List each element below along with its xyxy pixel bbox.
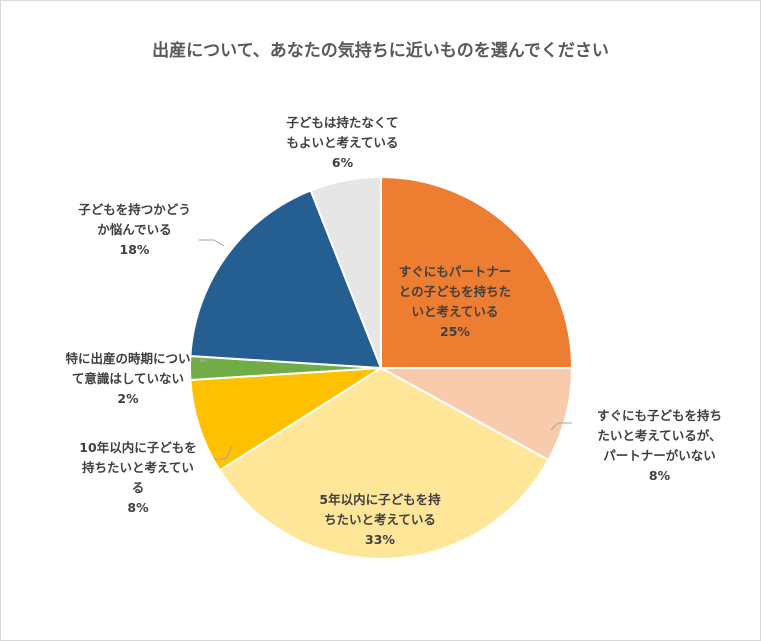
slice-4 [189, 367, 382, 472]
leader-line [199, 239, 225, 247]
slice-value-label: 25% [440, 324, 470, 339]
slice-label-line: 子どもは持たなくて [286, 115, 399, 130]
slice-label-line: たいと考えているが、 [597, 428, 722, 443]
slice-6 [189, 189, 383, 370]
slice-label-line: すぐにもパートナー [398, 264, 512, 279]
slice-label-line: もよいと考えている [286, 135, 399, 150]
slice-value-label: 33% [365, 532, 395, 547]
slice-label-line: 特に出産の時期につい [65, 351, 191, 366]
slice-value-label: 8% [648, 468, 671, 483]
slice-label: 5年以内に子どもを持 ちたいと考えている 33% [285, 490, 475, 550]
leader-line [550, 422, 572, 431]
slice-label-line: との子どもを持ちた [398, 284, 512, 299]
slice-label: 10年以内に子どもを 持ちたいと考えている 8% [58, 438, 218, 518]
slice-label-line: ちたいと考えている [324, 512, 436, 527]
slice-label-line: 10年以内に子どもを [79, 440, 197, 455]
slice-label-line: る [131, 480, 145, 495]
slice-7 [309, 175, 382, 369]
slice-label-line: パートナーがいない [603, 448, 716, 463]
leader-line [198, 359, 208, 363]
slice-label: すぐにも子どもを持ち たいと考えているが、 パートナーがいない 8% [572, 406, 747, 486]
slice-label: すぐにもパートナー との子どもを持ちた いと考えている 25% [380, 262, 530, 342]
slice-label: 子どもを持つかどう か悩んでいる 18% [62, 200, 207, 260]
slice-label: 特に出産の時期につい て意識はしていない 2% [48, 349, 208, 409]
slice-label-line: すぐにも子どもを持ち [596, 408, 722, 423]
slice-label-line: か悩んでいる [97, 222, 172, 237]
slice-value-label: 8% [127, 500, 149, 515]
slice-1 [380, 175, 574, 369]
leader-line [214, 445, 233, 460]
chart-title: 出産について、あなたの気持ちに近いものを選んでください [152, 41, 609, 61]
slice-label-line: て意識はしていない [71, 371, 185, 386]
slice-label: 子どもは持たなくて もよいと考えている 6% [270, 113, 415, 173]
slice-3 [218, 366, 550, 560]
slice-value-label: 18% [119, 242, 150, 257]
slice-label-line: いと考えている [411, 304, 499, 319]
slice-2 [380, 367, 574, 462]
slice-value-label: 6% [331, 155, 354, 170]
slice-label-line: 持ちたいと考えてい [82, 460, 194, 475]
slice-label-line: 5年以内に子どもを持 [319, 492, 441, 507]
slice-label-line: 子どもを持つかどう [78, 202, 191, 217]
slice-value-label: 2% [117, 391, 139, 406]
